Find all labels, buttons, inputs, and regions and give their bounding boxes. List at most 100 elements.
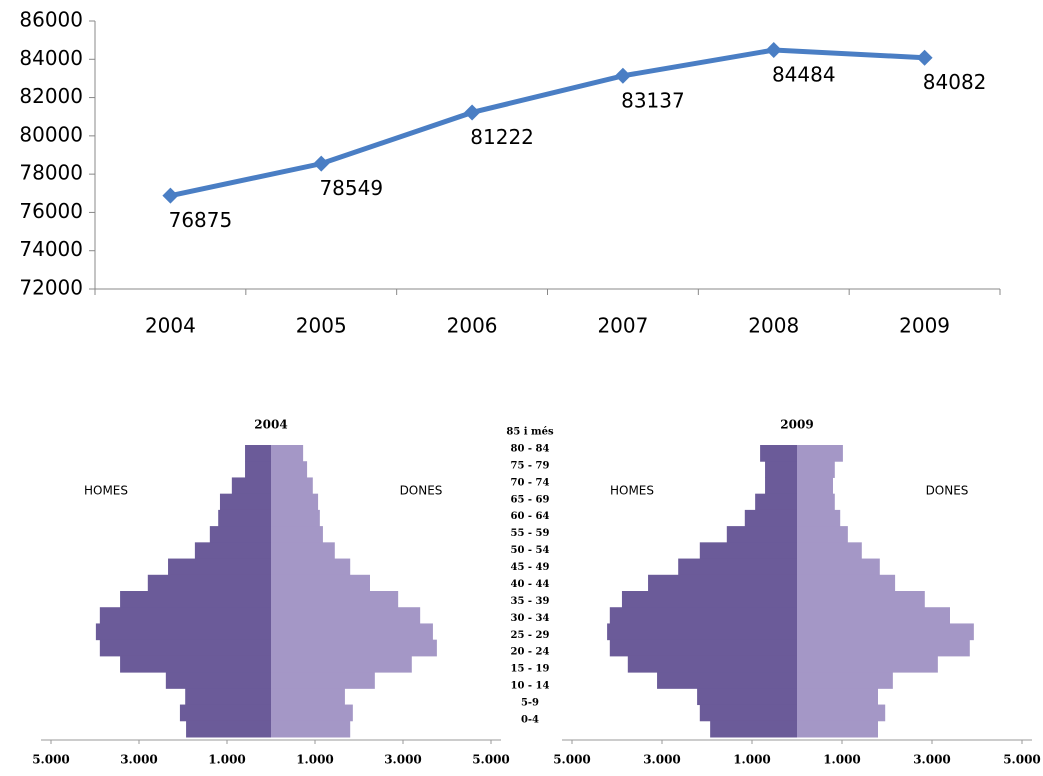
point-marker (614, 67, 631, 84)
y-tick-label: 78000 (19, 161, 83, 185)
bar (657, 672, 797, 689)
bar (627, 655, 797, 673)
bar (648, 574, 797, 592)
point-marker (765, 42, 782, 59)
bar (185, 688, 271, 706)
bar (186, 720, 271, 738)
bar (765, 477, 797, 495)
age-label: 15 - 19 (511, 664, 550, 675)
data-label: 81222 (470, 125, 534, 149)
bar (797, 623, 974, 641)
bar (797, 688, 878, 706)
x-tick-label: 1.000 (208, 753, 246, 767)
bar (797, 704, 886, 722)
bar (699, 542, 797, 560)
bar (621, 591, 797, 608)
point-marker (916, 49, 933, 66)
age-label: 10 - 14 (511, 681, 550, 692)
x-tick-label: 2009 (899, 314, 950, 338)
point-marker (464, 104, 481, 121)
age-label: 75 - 79 (511, 460, 550, 471)
bar (797, 720, 878, 738)
y-tick-label: 84000 (19, 46, 83, 70)
bar (797, 591, 925, 608)
bar (271, 542, 335, 560)
bar (797, 672, 893, 689)
legend-label: HOMES (610, 484, 654, 498)
bar (797, 558, 880, 576)
legend-label: DONES (400, 484, 443, 498)
series-line (169, 47, 925, 199)
bar (271, 704, 353, 722)
age-label: 0-4 (521, 715, 539, 726)
x-tick-label: 2007 (597, 314, 648, 338)
bar (99, 639, 271, 657)
bar (797, 607, 950, 624)
bar (271, 655, 412, 673)
bar (271, 526, 323, 543)
data-label: 84484 (772, 63, 836, 87)
bar (194, 542, 271, 560)
age-label: 20 - 24 (511, 647, 550, 658)
x-tick-label: 1.000 (296, 753, 334, 767)
age-label: 45 - 49 (511, 562, 550, 573)
x-tick-label: 1.000 (733, 753, 771, 767)
x-tick-label: 1.000 (823, 753, 861, 767)
x-tick-label: 5.000 (472, 753, 510, 767)
age-label: 65 - 69 (511, 494, 550, 505)
bar (797, 526, 848, 543)
age-label: 5-9 (521, 698, 539, 709)
y-tick-label: 86000 (19, 8, 83, 32)
bar (147, 574, 271, 592)
x-tick-label: 3.000 (913, 753, 951, 767)
bar (271, 688, 345, 706)
x-tick-label: 3.000 (384, 753, 422, 767)
bar (271, 509, 320, 527)
age-label: 85 i més (506, 427, 554, 438)
bar (760, 445, 797, 462)
bar (271, 558, 351, 576)
bar (797, 574, 896, 592)
age-label: 40 - 44 (511, 579, 550, 590)
age-label: 80 - 84 (511, 443, 550, 454)
bar (120, 655, 271, 673)
bar (209, 526, 271, 543)
legend-label: HOMES (84, 484, 128, 498)
x-tick-label: 2006 (447, 314, 498, 338)
bar (797, 445, 843, 462)
pyramid-title: 2009 (780, 418, 813, 432)
x-tick-label: 5.000 (553, 753, 591, 767)
pyramid-title: 2004 (254, 418, 287, 432)
bar (99, 607, 271, 624)
bar (797, 493, 835, 511)
data-label: 78549 (319, 176, 383, 200)
bar (609, 639, 797, 657)
x-tick-label: 3.000 (643, 753, 681, 767)
bar (607, 623, 797, 641)
bar (271, 493, 319, 511)
bar (179, 704, 271, 722)
data-label: 83137 (621, 88, 685, 112)
bar (271, 639, 437, 657)
bar (271, 591, 399, 608)
bar (710, 720, 797, 738)
bar (271, 477, 313, 495)
bar (245, 461, 271, 478)
age-label: 35 - 39 (511, 596, 550, 607)
bar (271, 574, 370, 592)
bar (271, 445, 304, 462)
bar (168, 558, 271, 576)
data-label: 76875 (169, 208, 233, 232)
bar (797, 542, 862, 560)
bar (755, 493, 797, 511)
y-tick-label: 74000 (19, 237, 83, 261)
legend-label: DONES (926, 484, 969, 498)
bar (218, 509, 271, 527)
bar (697, 688, 797, 706)
bar (245, 445, 271, 462)
y-tick-label: 82000 (19, 84, 83, 108)
age-label: 30 - 34 (511, 613, 550, 624)
age-label: 50 - 54 (511, 545, 550, 556)
bar (271, 623, 433, 641)
